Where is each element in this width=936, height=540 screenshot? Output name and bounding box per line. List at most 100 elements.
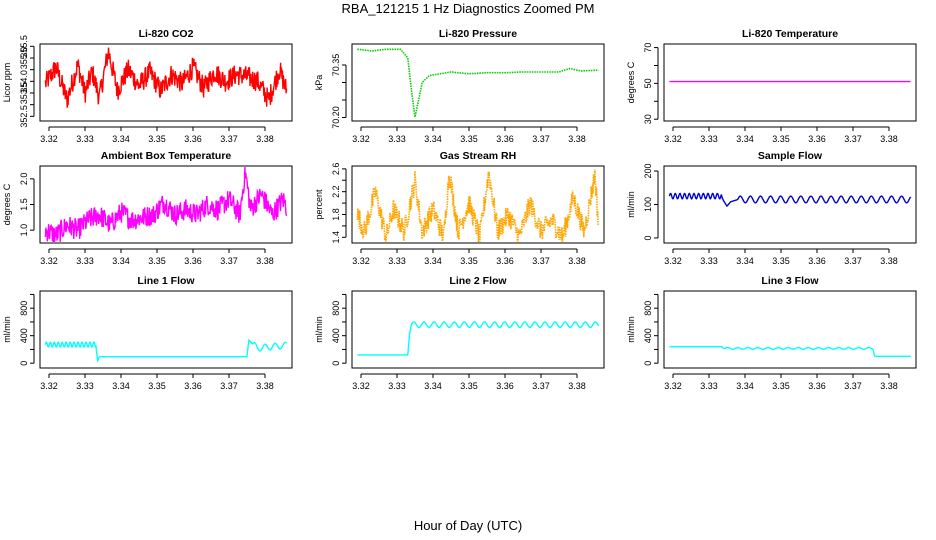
y-tick-label: 0 (19, 361, 29, 366)
y-tick-label: 2.6 (331, 163, 341, 176)
y-tick-label: 800 (331, 301, 341, 316)
x-axis-label: Hour of Day (UTC) (413, 518, 523, 533)
panel-6: Line 1 Flow 0 400 800 ml/min 3.32 3.33 3.34 3.35… (2, 275, 293, 391)
panel-title: Li-820 Temperature (742, 28, 838, 40)
plot-frame (39, 290, 293, 369)
x-tick-label: 3.32 (40, 381, 58, 391)
x-tick-label: 3.32 (40, 256, 58, 266)
x-tick-label: 3.38 (880, 256, 898, 266)
y-axis-label: ml/min (626, 191, 636, 218)
y-axis-label: ml/min (2, 316, 12, 343)
y-tick-label: 800 (19, 301, 29, 316)
y-tick-label: 355.0 (19, 47, 29, 70)
x-tick-label: 3.34 (736, 256, 754, 266)
x-tick-label: 3.38 (880, 381, 898, 391)
panel-title: Line 1 Flow (137, 275, 195, 287)
series-line (668, 192, 912, 207)
x-tick-label: 3.35 (460, 134, 478, 144)
y-axis-label: degrees C (626, 61, 636, 103)
y-tick-label: 400 (331, 328, 341, 343)
y-tick-label: 50 (643, 78, 653, 88)
y-tick-label: 0 (331, 361, 341, 366)
x-tick-label: 3.33 (700, 134, 718, 144)
plot-frame (351, 290, 605, 369)
y-axis-label: ml/min (314, 316, 324, 343)
x-tick-label: 3.34 (112, 134, 130, 144)
x-tick-label: 3.37 (844, 256, 862, 266)
y-tick-label: 70 (643, 43, 653, 53)
panel-2: Li-820 Temperature 30 50 70 degrees C 3.32 3.3… (626, 28, 917, 144)
y-tick-label: 354.0 (19, 70, 29, 93)
x-tick-label: 3.38 (568, 256, 586, 266)
x-tick-label: 3.35 (460, 381, 478, 391)
panel-1: Li-820 Pressure 70.20 70.35 kPa 3.32 3.33 3.34… (314, 28, 605, 144)
x-tick-label: 3.37 (220, 381, 238, 391)
plot-frame (351, 165, 605, 244)
y-tick-label: 70.20 (331, 106, 341, 129)
y-tick-label: 1.8 (331, 208, 341, 221)
x-tick-label: 3.32 (352, 134, 370, 144)
x-tick-label: 3.35 (772, 134, 790, 144)
x-tick-label: 3.36 (808, 381, 826, 391)
panel-title: Gas Stream RH (440, 150, 516, 162)
x-tick-label: 3.38 (256, 134, 274, 144)
x-tick-label: 3.35 (772, 381, 790, 391)
x-tick-label: 3.38 (256, 256, 274, 266)
y-axis-label: kPa (314, 75, 324, 91)
series-line (357, 48, 599, 118)
x-tick-label: 3.36 (184, 256, 202, 266)
x-tick-label: 3.38 (880, 134, 898, 144)
x-tick-label: 3.32 (352, 256, 370, 266)
x-tick-label: 3.37 (220, 134, 238, 144)
x-tick-label: 3.34 (112, 256, 130, 266)
plot-frame (663, 43, 917, 122)
x-tick-label: 3.35 (148, 256, 166, 266)
y-tick-label: 100 (643, 197, 653, 212)
x-tick-label: 3.34 (112, 381, 130, 391)
panel-8: Line 3 Flow 0 400 800 ml/min 3.32 3.33 3.34 3.35… (626, 275, 917, 391)
panel-4: Gas Stream RH 1.4 1.8 2.2 2.6 percent 3.32 3.33… (314, 150, 605, 266)
x-tick-label: 3.36 (496, 256, 514, 266)
panel-title: Li-820 Pressure (439, 28, 517, 40)
panel-title: Line 3 Flow (761, 275, 819, 287)
y-axis-label: degrees C (2, 183, 12, 225)
series-line (669, 346, 911, 357)
x-tick-label: 3.36 (808, 134, 826, 144)
panel-title: Sample Flow (758, 150, 823, 162)
x-tick-label: 3.34 (424, 134, 442, 144)
x-tick-label: 3.32 (664, 134, 682, 144)
x-tick-label: 3.38 (568, 134, 586, 144)
x-tick-label: 3.33 (76, 134, 94, 144)
x-tick-label: 3.34 (736, 381, 754, 391)
series-line (356, 169, 600, 244)
x-tick-label: 3.34 (424, 381, 442, 391)
y-tick-label: 200 (643, 164, 653, 179)
y-tick-label: 1.5 (19, 198, 29, 211)
x-tick-label: 3.33 (700, 256, 718, 266)
y-tick-label: 800 (643, 301, 653, 316)
y-tick-label: 70.35 (331, 54, 341, 77)
y-tick-label: 2.0 (19, 173, 29, 186)
x-tick-label: 3.37 (844, 134, 862, 144)
x-tick-label: 3.35 (460, 256, 478, 266)
x-tick-label: 3.36 (808, 256, 826, 266)
x-tick-label: 3.37 (532, 381, 550, 391)
x-tick-label: 3.32 (664, 381, 682, 391)
plot-frame (351, 43, 605, 122)
x-tick-label: 3.32 (352, 381, 370, 391)
series-line (357, 321, 600, 356)
plot-frame (39, 165, 293, 244)
panel-title: Line 2 Flow (449, 275, 507, 287)
x-tick-label: 3.34 (736, 134, 754, 144)
x-tick-label: 3.33 (388, 256, 406, 266)
x-tick-label: 3.37 (532, 134, 550, 144)
y-tick-label: 400 (19, 328, 29, 343)
x-tick-label: 3.33 (700, 381, 718, 391)
y-tick-label: 1.4 (331, 231, 341, 244)
panel-title: Ambient Box Temperature (101, 150, 232, 162)
x-tick-label: 3.35 (148, 134, 166, 144)
y-tick-label: 355.5 (19, 35, 29, 58)
plot-frame (39, 43, 293, 122)
